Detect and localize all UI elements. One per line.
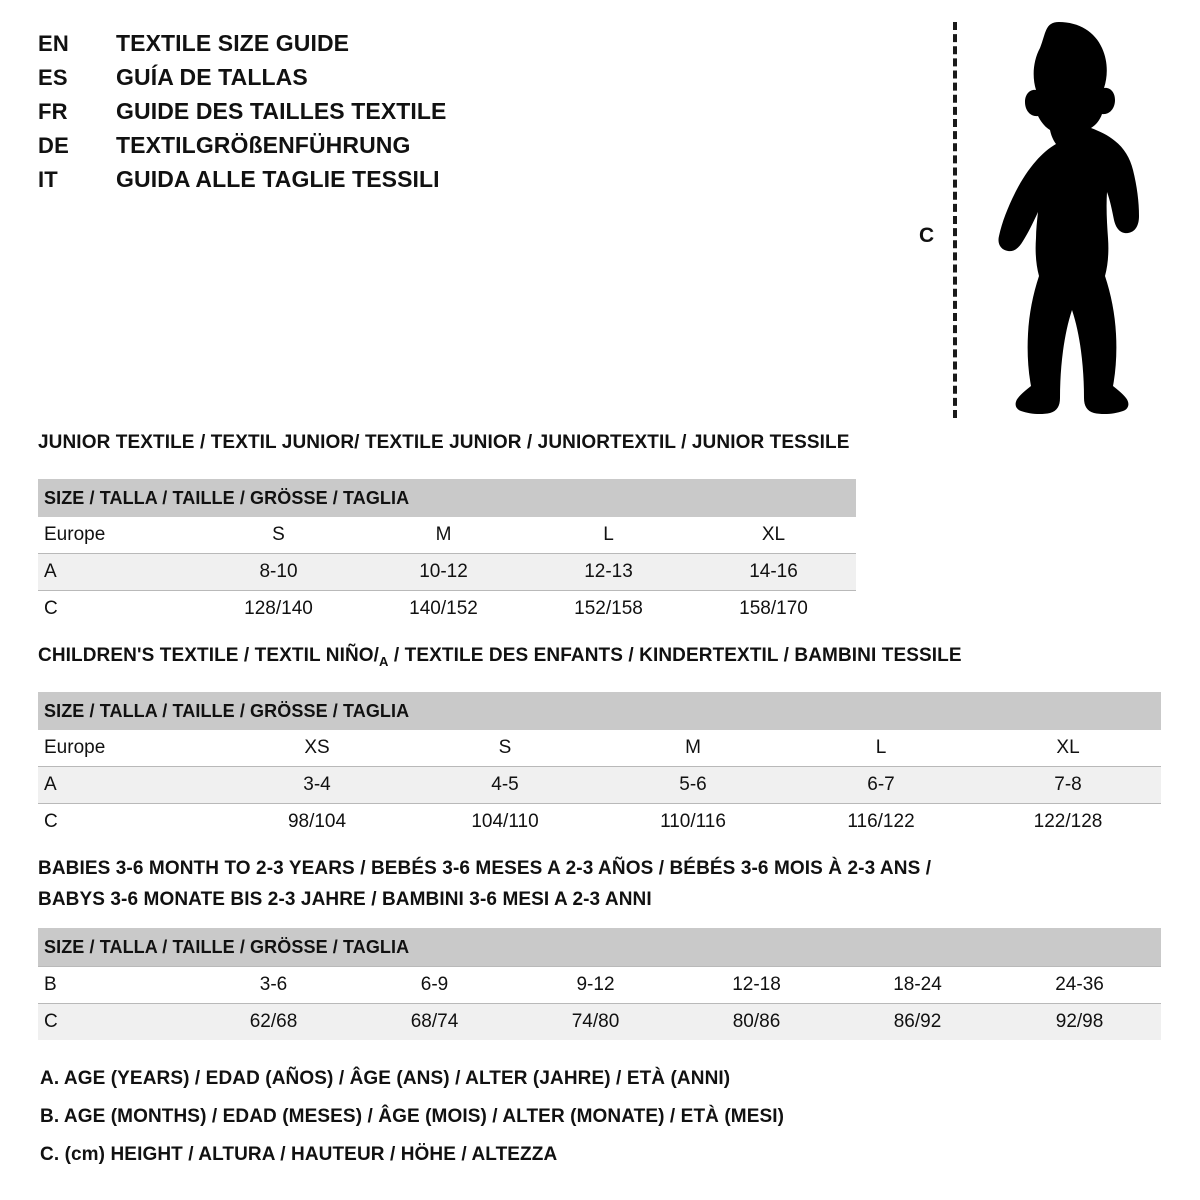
babies-row-b: B 3-6 6-9 9-12 12-18 18-24 24-36 xyxy=(38,966,1162,1004)
junior-size-bar-label: SIZE / TALLA / TAILLE / GRÖSSE / TAGLIA xyxy=(38,479,856,517)
section-title-babies: BABIES 3-6 MONTH TO 2-3 YEARS / BEBÉS 3-… xyxy=(38,858,931,911)
language-title-de: TEXTILGRÖßENFÜHRUNG xyxy=(116,132,411,158)
babies-row-c-c4: 80/86 xyxy=(676,1003,837,1040)
junior-row-c-m: 140/152 xyxy=(361,590,526,627)
section-title-junior: JUNIOR TEXTILE / TEXTIL JUNIOR/ TEXTILE … xyxy=(38,432,850,453)
children-row-a-s: 4-5 xyxy=(411,766,599,804)
junior-row-c-s: 128/140 xyxy=(196,590,361,627)
language-code-es: ES xyxy=(38,65,68,90)
children-row-c-xl: 122/128 xyxy=(975,803,1162,840)
language-code-fr: FR xyxy=(38,99,68,124)
junior-row-a-l: 12-13 xyxy=(526,553,691,591)
children-table-header-bar: SIZE / TALLA / TAILLE / GRÖSSE / TAGLIA xyxy=(38,692,1162,730)
junior-row-a-label: A xyxy=(38,553,196,591)
language-row-de: DE TEXTILGRÖßENFÜHRUNG xyxy=(38,132,558,166)
children-size-xs: XS xyxy=(223,730,411,767)
children-size-table: SIZE / TALLA / TAILLE / GRÖSSE / TAGLIA … xyxy=(38,692,1162,840)
children-size-m: M xyxy=(599,730,787,767)
babies-size-table: SIZE / TALLA / TAILLE / GRÖSSE / TAGLIA … xyxy=(38,928,1162,1040)
language-code-de: DE xyxy=(38,133,69,158)
language-title-fr: GUIDE DES TAILLES TEXTILE xyxy=(116,98,447,124)
children-row-c-s: 104/110 xyxy=(411,803,599,840)
children-row-a-xs: 3-4 xyxy=(223,766,411,804)
junior-row-c-label: C xyxy=(38,590,196,627)
height-measure-label: C xyxy=(919,224,935,247)
language-title-it: GUIDA ALLE TAGLIE TESSILI xyxy=(116,166,440,192)
section-title-babies-line1: BABIES 3-6 MONTH TO 2-3 YEARS / BEBÉS 3-… xyxy=(38,858,932,879)
section-title-children-sub: A xyxy=(379,653,389,669)
section-title-babies-line2: BABYS 3-6 MONATE BIS 2-3 JAHRE / BAMBINI… xyxy=(38,889,652,910)
children-size-s: S xyxy=(411,730,599,767)
junior-size-s: S xyxy=(196,517,361,554)
height-figure-area: C xyxy=(905,12,1155,422)
language-code-it: IT xyxy=(38,167,58,192)
legend-row-b: B. AGE (MONTHS) / EDAD (MESES) / ÂGE (MO… xyxy=(40,1106,785,1127)
junior-row-a-s: 8-10 xyxy=(196,553,361,591)
language-row-en: EN TEXTILE SIZE GUIDE xyxy=(38,30,558,64)
babies-row-c-c5: 86/92 xyxy=(837,1003,998,1040)
junior-row-a-m: 10-12 xyxy=(361,553,526,591)
junior-table-header-bar: SIZE / TALLA / TAILLE / GRÖSSE / TAGLIA xyxy=(38,479,856,517)
junior-europe-label: Europe xyxy=(38,517,196,554)
junior-row-a: A 8-10 10-12 12-13 14-16 xyxy=(38,553,856,591)
junior-row-c-xl: 158/170 xyxy=(691,590,856,627)
language-title-en: TEXTILE SIZE GUIDE xyxy=(116,30,350,56)
babies-row-b-c3: 9-12 xyxy=(515,966,676,1004)
children-size-xl: XL xyxy=(975,730,1162,767)
language-title-es: GUÍA DE TALLAS xyxy=(116,64,308,90)
legend-block: A. AGE (YEARS) / EDAD (AÑOS) / ÂGE (ANS)… xyxy=(40,1068,784,1182)
children-row-c-label: C xyxy=(38,803,223,840)
children-row-a-label: A xyxy=(38,766,223,804)
children-row-c-l: 116/122 xyxy=(787,803,975,840)
children-row-c-xs: 98/104 xyxy=(223,803,411,840)
children-size-bar-label: SIZE / TALLA / TAILLE / GRÖSSE / TAGLIA xyxy=(38,692,1162,730)
children-row-a-l: 6-7 xyxy=(787,766,975,804)
legend-row-c: C. (cm) HEIGHT / ALTURA / HAUTEUR / HÖHE… xyxy=(40,1144,558,1165)
children-size-l: L xyxy=(787,730,975,767)
babies-row-c-c3: 74/80 xyxy=(515,1003,676,1040)
junior-size-l: L xyxy=(526,517,691,554)
babies-row-c-c1: 62/68 xyxy=(193,1003,354,1040)
junior-row-c-l: 152/158 xyxy=(526,590,691,627)
children-row-c: C 98/104 104/110 110/116 116/122 122/128 xyxy=(38,803,1162,840)
babies-row-b-label: B xyxy=(38,966,193,1004)
height-measure-dashed-line xyxy=(953,22,957,418)
babies-size-bar-label: SIZE / TALLA / TAILLE / GRÖSSE / TAGLIA xyxy=(38,928,1162,967)
children-row-a-m: 5-6 xyxy=(599,766,787,804)
language-row-fr: FR GUIDE DES TAILLES TEXTILE xyxy=(38,98,558,132)
children-europe-row: Europe XS S M L XL xyxy=(38,730,1162,767)
children-europe-label: Europe xyxy=(38,730,223,767)
junior-size-m: M xyxy=(361,517,526,554)
babies-row-c-c2: 68/74 xyxy=(354,1003,515,1040)
section-title-children: CHILDREN'S TEXTILE / TEXTIL NIÑO/A / TEX… xyxy=(38,645,962,669)
junior-row-c: C 128/140 140/152 152/158 158/170 xyxy=(38,590,856,627)
children-row-c-m: 110/116 xyxy=(599,803,787,840)
babies-row-b-c4: 12-18 xyxy=(676,966,837,1004)
language-header-block: EN TEXTILE SIZE GUIDE ES GUÍA DE TALLAS … xyxy=(38,30,558,200)
babies-row-c-label: C xyxy=(38,1003,193,1040)
babies-table-header-bar: SIZE / TALLA / TAILLE / GRÖSSE / TAGLIA xyxy=(38,928,1162,967)
children-row-a: A 3-4 4-5 5-6 6-7 7-8 xyxy=(38,766,1162,804)
babies-row-b-c5: 18-24 xyxy=(837,966,998,1004)
junior-size-xl: XL xyxy=(691,517,856,554)
babies-row-c: C 62/68 68/74 74/80 80/86 86/92 92/98 xyxy=(38,1003,1162,1040)
toddler-silhouette-icon xyxy=(998,22,1139,415)
junior-row-a-xl: 14-16 xyxy=(691,553,856,591)
babies-row-b-c6: 24-36 xyxy=(998,966,1162,1004)
legend-row-a: A. AGE (YEARS) / EDAD (AÑOS) / ÂGE (ANS)… xyxy=(40,1068,731,1089)
section-title-children-part1: CHILDREN'S TEXTILE / TEXTIL NIÑO/ xyxy=(38,645,380,666)
language-code-en: EN xyxy=(38,31,69,56)
junior-size-table: SIZE / TALLA / TAILLE / GRÖSSE / TAGLIA … xyxy=(38,479,856,627)
children-row-a-xl: 7-8 xyxy=(975,766,1162,804)
language-row-es: ES GUÍA DE TALLAS xyxy=(38,64,558,98)
section-title-children-part2: / TEXTILE DES ENFANTS / KINDERTEXTIL / B… xyxy=(388,645,962,666)
junior-europe-row: Europe S M L XL xyxy=(38,517,856,554)
babies-row-c-c6: 92/98 xyxy=(998,1003,1162,1040)
language-row-it: IT GUIDA ALLE TAGLIE TESSILI xyxy=(38,166,558,200)
babies-row-b-c1: 3-6 xyxy=(193,966,354,1004)
babies-row-b-c2: 6-9 xyxy=(354,966,515,1004)
